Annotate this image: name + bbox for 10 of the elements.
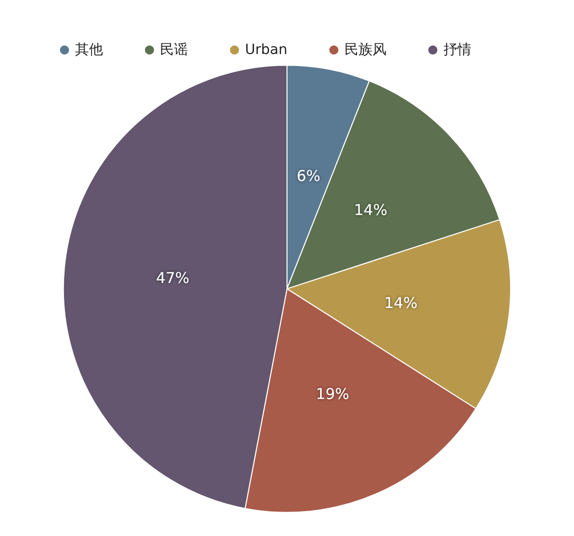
legend-label: Urban [245, 42, 288, 58]
data-label: 14% [384, 294, 418, 312]
legend-label: 民族风 [344, 42, 386, 58]
data-label: 47% [156, 268, 190, 287]
legend-label: 抒情 [443, 42, 472, 58]
data-label: 6% [296, 167, 320, 186]
data-label: 14% [354, 201, 388, 220]
data-label: 19% [316, 385, 350, 404]
legend-label: 其他 [75, 42, 103, 58]
legend-label: 民谣 [160, 42, 188, 58]
